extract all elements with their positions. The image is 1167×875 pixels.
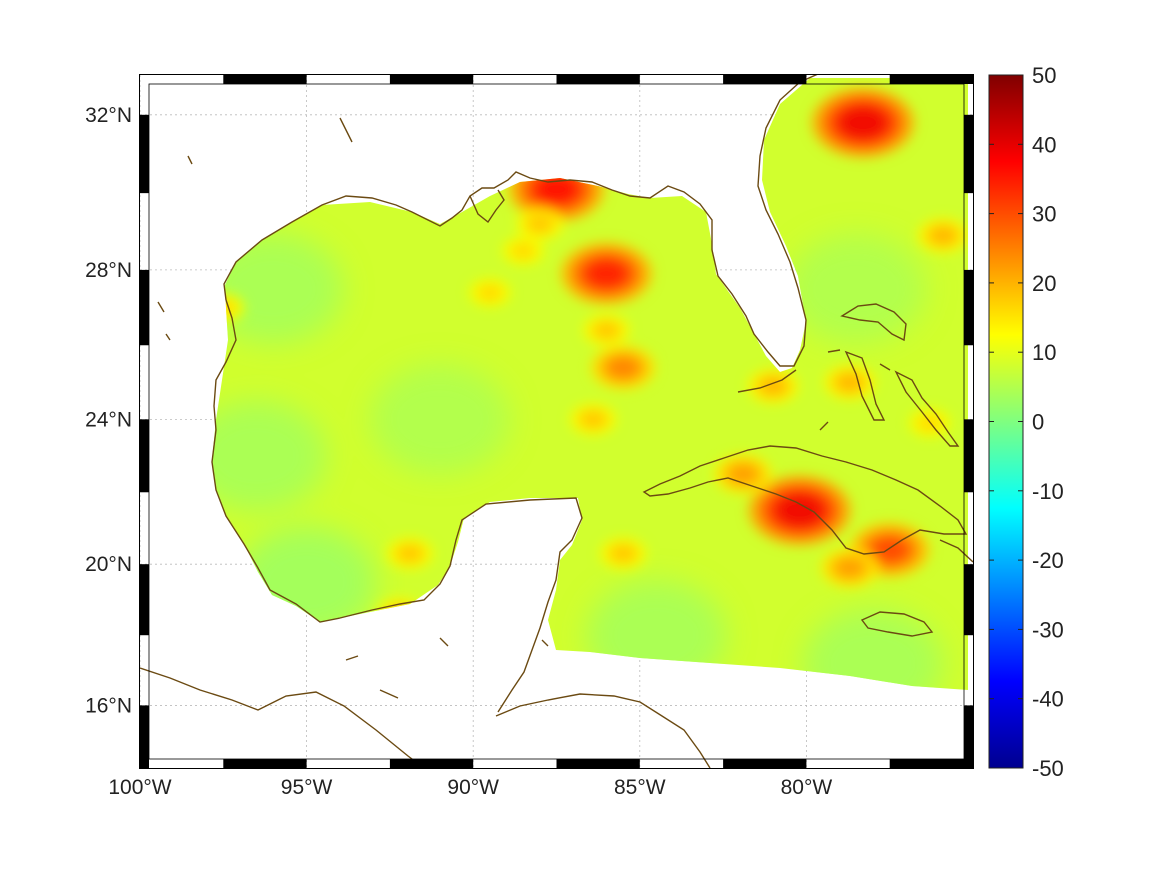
frame-segment-left (140, 564, 149, 636)
latitude-tick-label: 16°N (85, 694, 132, 717)
colorbar-tick-label: -50 (1032, 756, 1064, 781)
frame-segment-bottom (889, 759, 973, 768)
colorbar-gradient (988, 74, 1024, 769)
frame-segment-top (889, 75, 973, 84)
hotspot-southeast-cuba-ring-3 (871, 537, 909, 563)
longitude-tick-labels: 100°W 95°W 90°W 85°W 80°W (108, 776, 832, 799)
cuba-island (642, 445, 968, 555)
colorbar-tick-label: 40 (1032, 132, 1056, 157)
hotspot-north-gulf-dot-ring-3 (480, 286, 500, 300)
frame-segment-left (140, 114, 149, 194)
frame-segment-top (723, 75, 807, 84)
hotspot-atlantic-small-ring-3 (931, 227, 955, 244)
bahamas-abaco (840, 303, 907, 342)
warm-anomaly-layer (212, 87, 968, 630)
texas-inland-lake (157, 117, 353, 341)
hotspot-mid-gulf-small-ring-3 (582, 411, 604, 427)
frame-segment-bottom (556, 759, 640, 768)
colorbar-tick-label: -40 (1032, 687, 1064, 712)
frame-segment-right (964, 419, 973, 493)
latitude-tick-label: 24°N (85, 408, 132, 431)
cool-zone-western-gulf (212, 400, 327, 511)
longitude-tick-label: 80°W (781, 776, 833, 799)
colorbar-tick-label: -10 (1032, 479, 1064, 504)
longitude-tick-label: 100°W (108, 776, 171, 799)
frame-segment-right (964, 269, 973, 346)
colorbar-tick-label: -20 (1032, 548, 1064, 573)
frame-segment-top (556, 75, 640, 84)
frame-segment-bottom (389, 759, 474, 768)
jamaica-island (860, 611, 934, 637)
mexico-gulf-coastline (211, 299, 583, 713)
honduras-coastline (495, 693, 711, 768)
frame-segment-right (964, 705, 973, 768)
longitude-tick-label: 85°W (614, 776, 666, 799)
hispaniola-edge (939, 539, 973, 563)
hotspot-florida-keys-ring-3 (761, 378, 785, 395)
cool-zone-atlantic-shelf (786, 233, 927, 344)
colorbar-tick-label: 20 (1032, 271, 1056, 296)
colorbar-tick-label: 50 (1032, 63, 1056, 88)
latitude-tick-labels: 32°N 28°N 24°N 20°N 16°N (85, 104, 132, 718)
longitude-tick-label: 90°W (447, 776, 499, 799)
hotspot-florida-panhandle-west-ring-3 (529, 216, 551, 232)
frame-segment-left (140, 705, 149, 768)
hotspot-mid-gulf-patch-ring-3 (595, 322, 618, 338)
colorbar-tick-label: -30 (1032, 617, 1064, 642)
map-frame (139, 74, 974, 769)
frame-segment-top (389, 75, 474, 84)
bahamas-eleuthera (894, 370, 960, 447)
florida-keys-coast (737, 369, 797, 393)
us-gulf-coastline (223, 75, 818, 367)
hotspot-louisiana-plume-ring-3 (513, 244, 533, 258)
hotspot-cuba-south-coast-ring-3 (836, 558, 864, 577)
hotspot-bahamas-bank-ring-3 (837, 374, 862, 391)
colorbar-tick-label: 10 (1032, 340, 1056, 365)
frame-outline (139, 74, 974, 769)
frame-segment-right (964, 114, 973, 194)
hotspot-mid-gulf-dot-ring-3 (608, 357, 639, 378)
bahamas-cays (819, 349, 891, 431)
hotspot-central-cuba-ring-3 (775, 494, 824, 527)
mexico-pacific-coastline (140, 667, 425, 768)
frame-segment-right (964, 564, 973, 636)
hotspot-bay-of-campeche-ring-3 (399, 546, 421, 561)
colorbar-tick-label: 0 (1032, 410, 1044, 435)
latitude-tick-label: 20°N (85, 553, 132, 576)
yucatan-islands (345, 637, 549, 699)
frame-segment-left (140, 419, 149, 493)
hotspot-yucatan-channel-ring-3 (612, 546, 634, 561)
mississippi-delta (469, 189, 505, 224)
colorbar: 50 40 30 20 10 0 -10 -20 -30 -40 -50 (988, 63, 1064, 781)
latitude-tick-label: 28°N (85, 259, 132, 282)
frame-segment-bottom (723, 759, 807, 768)
frame-segment-bottom (223, 759, 307, 768)
colorbar-tick-label: 30 (1032, 202, 1056, 227)
latitude-tick-label: 32°N (85, 104, 132, 127)
hotspot-mid-gulf-streak-ring-3 (585, 259, 628, 289)
cool-zone-central-gulf (369, 364, 510, 475)
bahamas-andros (844, 350, 886, 421)
frame-segment-top (223, 75, 307, 84)
hotspot-northwest-cuba-ring-3 (729, 465, 757, 484)
coastlines (140, 75, 973, 768)
colorbar-ticks: 50 40 30 20 10 0 -10 -20 -30 -40 -50 (989, 63, 1064, 781)
frame-segment-left (140, 269, 149, 346)
hotspot-georgia-carolina-coast-ring-3 (839, 106, 887, 139)
longitude-tick-label: 95°W (281, 776, 333, 799)
